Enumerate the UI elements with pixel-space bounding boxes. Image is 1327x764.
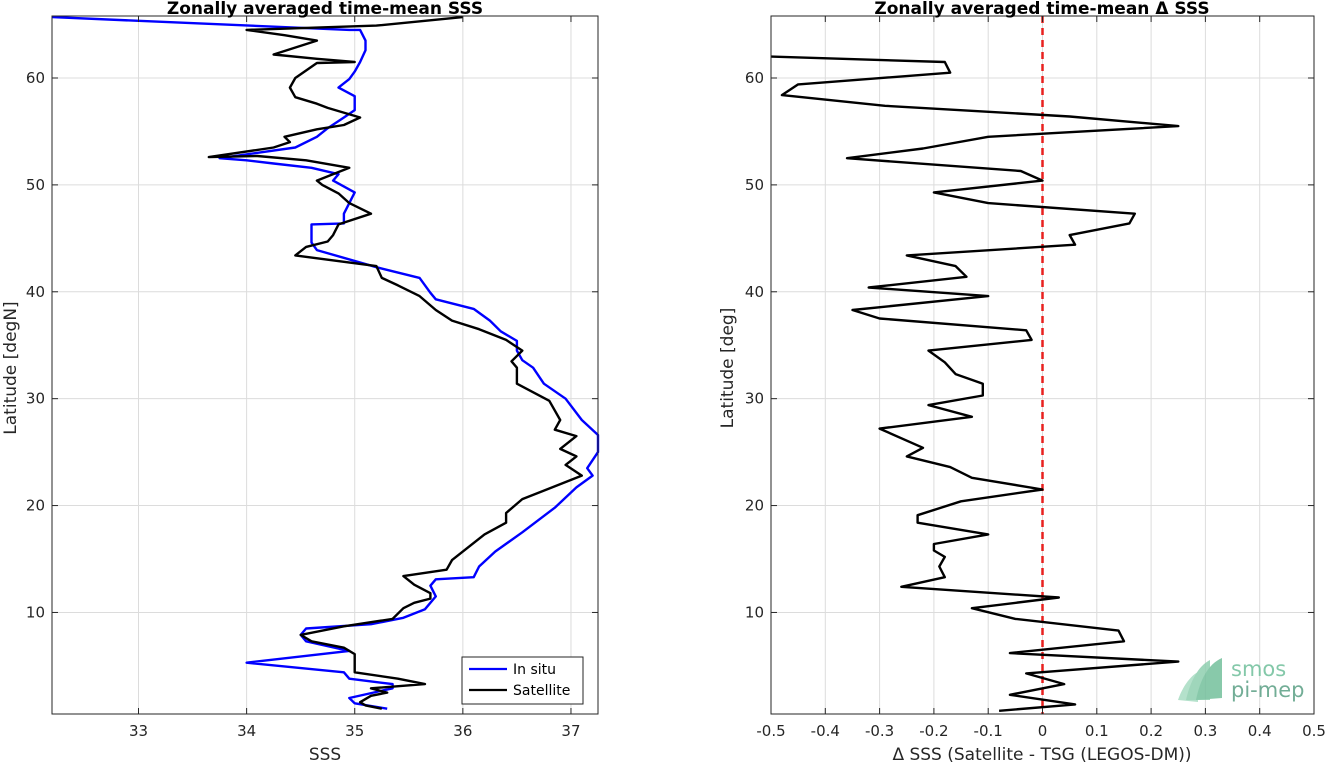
right-y-tick-label: 10 — [745, 603, 764, 621]
left-axes-background — [52, 16, 598, 714]
right-x-tick-label: -0.2 — [919, 722, 948, 740]
left-x-tick-label: 37 — [561, 722, 580, 740]
right-y-tick-label: 50 — [745, 176, 764, 194]
right-series-line-delta-sss — [770, 55, 1180, 712]
left-y-tick-label: 60 — [26, 69, 45, 87]
right-x-tick-label: 0.3 — [1193, 722, 1217, 740]
left-panel: 33 34 35 36 37 10 20 30 40 50 60 Zonally averaged … — [1, 0, 600, 764]
legend-box — [461, 656, 584, 705]
right-x-tick-label: -0.1 — [974, 722, 1003, 740]
legend: In situ Satellite — [461, 656, 584, 705]
left-axes-box — [51, 15, 599, 715]
left-ticks: 33 34 35 36 37 10 20 30 40 50 60 — [26, 16, 598, 740]
right-chart-title: Zonally averaged time-mean Δ SSS — [874, 0, 1209, 19]
right-y-tick-label: 30 — [745, 390, 764, 408]
right-y-axis-label: Latitude [deg] — [718, 308, 738, 429]
left-x-tick-label: 35 — [345, 722, 364, 740]
right-x-tick-label: 0.1 — [1085, 722, 1109, 740]
logo-wave-icon-3 — [1196, 658, 1222, 700]
left-x-tick-label: 36 — [453, 722, 472, 740]
left-y-tick-label: 30 — [26, 390, 45, 408]
legend-label-in-situ: In situ — [513, 662, 556, 678]
right-y-tick-label: 20 — [745, 497, 764, 515]
right-x-tick-label: 0 — [1038, 722, 1048, 740]
logo-text-pi-mep: pi-mep — [1231, 678, 1304, 702]
left-grid — [52, 16, 598, 714]
left-chart-title: Zonally averaged time-mean SSS — [167, 0, 483, 19]
right-y-tick-label: 60 — [745, 69, 764, 87]
right-x-tick-label: -0.5 — [756, 722, 785, 740]
left-x-tick-label: 33 — [129, 722, 148, 740]
left-y-tick-label: 50 — [26, 176, 45, 194]
right-x-tick-label: 0.2 — [1139, 722, 1163, 740]
smos-pi-mep-logo: smos pi-mep — [1178, 657, 1304, 702]
left-series-group — [51, 15, 600, 710]
right-panel: -0.5 -0.4 -0.3 -0.2 -0.1 0 0.1 0.2 0.3 0.4 0.5 10 20… — [718, 0, 1326, 764]
legend-label-satellite: Satellite — [513, 683, 570, 699]
right-x-tick-label: -0.3 — [865, 722, 894, 740]
left-series-line-satellite — [207, 15, 583, 710]
right-x-axis-label: Δ SSS (Satellite - TSG (LEGOS-DM)) — [892, 745, 1191, 764]
right-x-tick-label: -0.4 — [811, 722, 840, 740]
left-x-axis-label: SSS — [309, 745, 341, 764]
right-y-tick-label: 40 — [745, 283, 764, 301]
right-ticks: -0.5 -0.4 -0.3 -0.2 -0.1 0 0.1 0.2 0.3 0.4 0.5 10 20… — [745, 16, 1326, 740]
left-y-tick-label: 40 — [26, 283, 45, 301]
right-x-tick-label: 0.4 — [1248, 722, 1272, 740]
left-y-tick-label: 20 — [26, 497, 45, 515]
left-y-axis-label: Latitude [degN] — [1, 301, 21, 434]
left-y-tick-label: 10 — [26, 603, 45, 621]
right-x-tick-label: 0.5 — [1302, 722, 1326, 740]
logo-text-smos: smos — [1231, 657, 1286, 681]
left-x-tick-label: 34 — [237, 722, 256, 740]
right-series-group — [770, 16, 1180, 714]
